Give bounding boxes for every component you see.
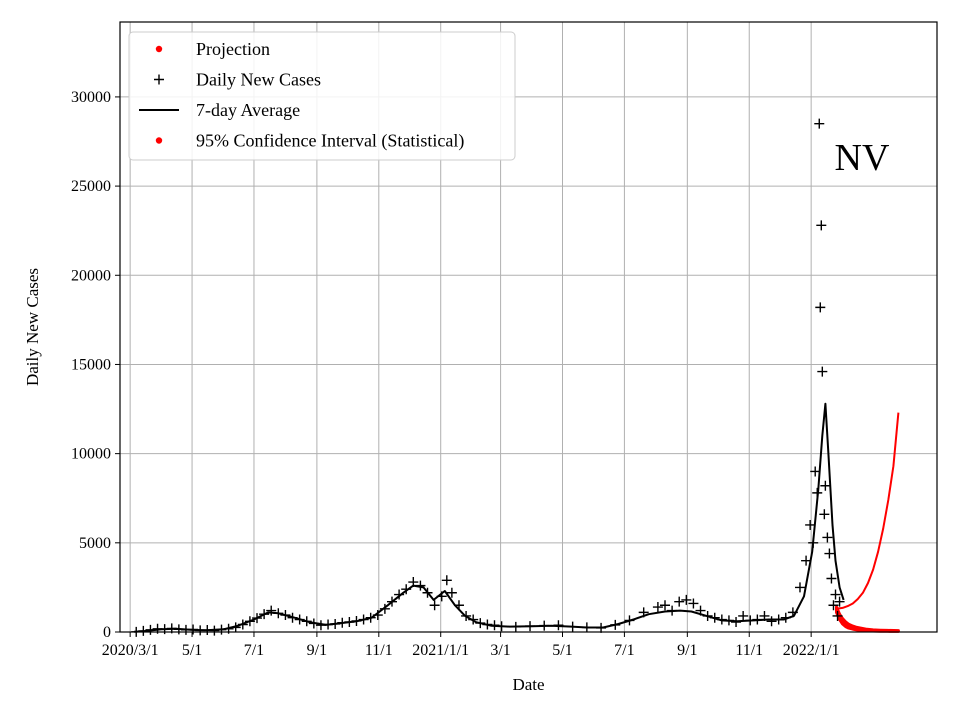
x-tick-label: 9/1 (307, 642, 327, 659)
y-axis-label: Daily New Cases (23, 268, 42, 386)
x-tick-label: 2021/1/1 (412, 642, 469, 659)
legend-dot-marker (155, 45, 163, 53)
x-tick-label: 2022/1/1 (783, 642, 840, 659)
daily-case-marker (828, 600, 839, 611)
legend: Projection Daily New Cases 7-day Average 95… (128, 31, 516, 161)
legend-box (128, 31, 516, 161)
plot-area (131, 118, 900, 637)
x-axis-label: Date (512, 675, 544, 694)
x-tick-label: 7/1 (614, 642, 634, 659)
y-tick-label: 20000 (71, 267, 111, 284)
daily-case-marker (688, 598, 699, 609)
daily-case-marker (738, 610, 749, 621)
daily-case-marker (810, 466, 821, 477)
y-tick-label: 25000 (71, 178, 111, 195)
legend-dot-marker (155, 137, 163, 144)
daily-case-marker (681, 594, 692, 605)
daily-case-marker (441, 575, 452, 586)
legend-label: 7-day Average (196, 100, 300, 120)
daily-case-marker (266, 605, 277, 616)
daily-case-marker (816, 220, 827, 231)
daily-case-marker (817, 366, 828, 377)
daily-case-marker (824, 548, 835, 559)
daily-case-marker (660, 600, 671, 611)
daily-case-marker (822, 532, 833, 543)
x-tick-label: 11/1 (735, 642, 763, 659)
daily-case-marker (801, 555, 812, 566)
daily-case-marker (805, 519, 816, 530)
daily-case-marker (834, 596, 845, 607)
daily-case-marker (429, 600, 440, 611)
daily-case-marker (832, 610, 843, 621)
x-tick-label: 3/1 (490, 642, 510, 659)
legend-label: Daily New Cases (196, 70, 321, 90)
legend-label: 95% Confidence Interval (Statistical) (196, 131, 464, 152)
projection-line (836, 412, 900, 610)
y-tick-label: 0 (103, 624, 111, 641)
legend-plus-marker (154, 74, 164, 85)
y-tick-label: 30000 (71, 89, 111, 106)
daily-case-marker (652, 602, 663, 613)
daily-case-marker (379, 603, 390, 614)
x-tick-label: 5/1 (552, 642, 572, 659)
legend-label: Projection (196, 39, 270, 59)
y-tick-label: 5000 (79, 535, 111, 552)
x-tick-label: 2020/3/1 (102, 642, 159, 659)
axes-frame (119, 21, 938, 633)
x-tick-label: 5/1 (182, 642, 202, 659)
daily-case-marker (794, 582, 805, 593)
y-axis: 0 5000 10000 15000 20000 25000 30000 (71, 89, 120, 641)
daily-case-marker (819, 509, 830, 520)
daily-case-marker (814, 118, 825, 129)
daily-case-marker (766, 616, 777, 627)
daily-case-marker (815, 302, 826, 313)
daily-case-marker (820, 480, 831, 491)
state-annotation: NV (835, 137, 890, 179)
daily-case-marker (830, 589, 841, 600)
x-tick-label: 9/1 (677, 642, 697, 659)
x-axis: 2020/3/1 5/1 7/1 9/1 11/1 2021/1/1 3/1 5/1 7/1 9/… (102, 632, 840, 659)
y-tick-label: 15000 (71, 356, 111, 373)
x-tick-label: 11/1 (365, 642, 393, 659)
seven-day-average-line (134, 402, 845, 633)
x-tick-label: 7/1 (244, 642, 264, 659)
daily-case-marker (826, 573, 837, 584)
daily-case-marker (446, 587, 457, 598)
daily-case-marker (674, 596, 685, 607)
y-tick-label: 10000 (71, 446, 111, 463)
